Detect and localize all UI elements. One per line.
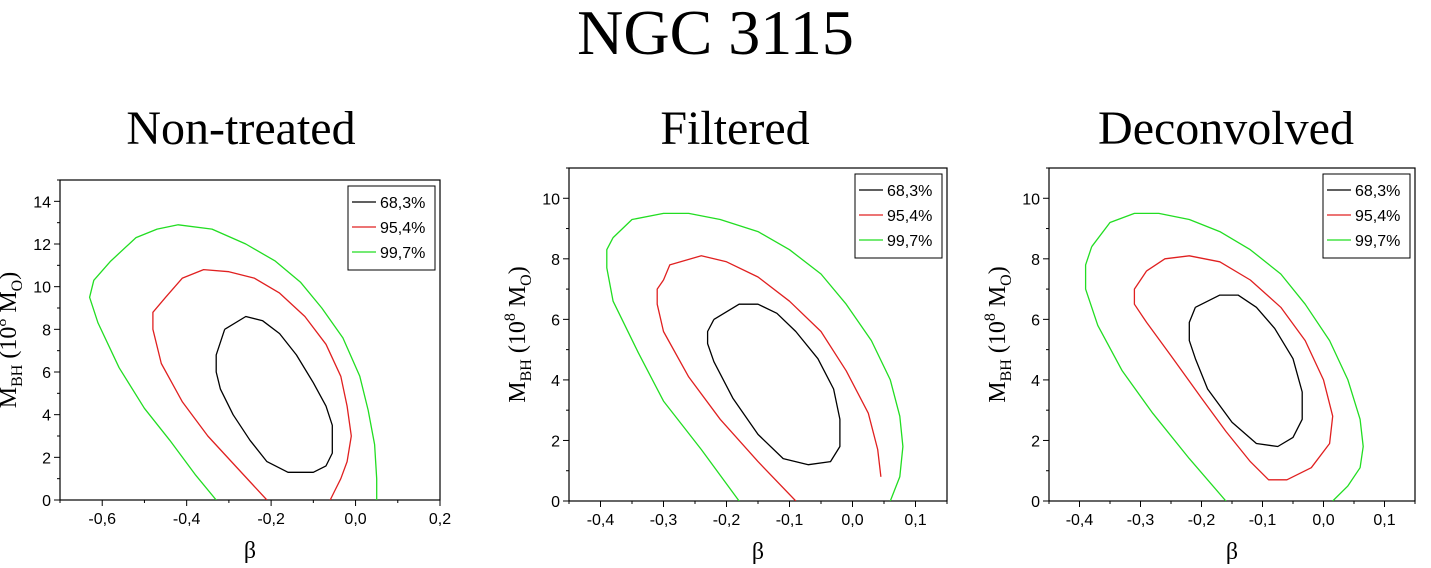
chart-0-ytick-label: 12 — [33, 237, 51, 254]
chart-1-contour-2 — [656, 255, 882, 501]
chart-2-ytick-label: 2 — [1031, 433, 1040, 450]
chart-1-xtick-label: -0,2 — [713, 512, 741, 529]
chart-2-legend-label: 99,7% — [1355, 233, 1400, 250]
chart-0-legend-label: 68,3% — [380, 195, 425, 212]
chart-2-ytick-label: 10 — [1022, 191, 1040, 208]
chart-2-legend — [1322, 173, 1411, 259]
chart-filtered: Filtered -0,4 -0,3 -0,2 -0,1 0,0 0,1 0 2 4 6 8 10 β MB… — [502, 102, 948, 565]
chart-2-ytick-label: 0 — [1031, 494, 1040, 511]
chart-0-contour-2 — [152, 268, 352, 500]
chart-0-legend-label: 99,7% — [380, 245, 425, 262]
chart-1-ytick-label: 4 — [551, 373, 560, 390]
chart-1-contour-3 — [606, 212, 904, 501]
chart-0-legend-label: 95,4% — [380, 220, 425, 237]
chart-1-legend-label: 68,3% — [887, 183, 932, 200]
chart-2-ytick-label: 8 — [1031, 252, 1040, 269]
chart-1-ylabel: MBH (108 MO) — [502, 266, 535, 402]
chart-2-subtitle: Deconvolved — [1098, 102, 1354, 155]
chart-0-ytick-label: 6 — [42, 365, 51, 382]
chart-0-contour-1 — [215, 315, 333, 473]
chart-0-ylabel: MBH (108 MO) — [0, 272, 26, 408]
chart-0-ytick-label: 10 — [33, 280, 51, 297]
chart-2-xtick-label: 0,1 — [1373, 512, 1395, 529]
chart-1-xtick-label: -0,3 — [650, 512, 678, 529]
chart-0-subtitle: Non-treated — [126, 102, 355, 155]
chart-0-ytick-label: 14 — [33, 194, 51, 211]
chart-1-legend-label: 95,4% — [887, 208, 932, 225]
chart-0-legend — [347, 185, 436, 271]
chart-0-ytick-label: 8 — [42, 322, 51, 339]
figure-title: NGC 3115 — [577, 0, 854, 68]
chart-2-legend-label: 68,3% — [1355, 183, 1400, 200]
chart-1-ytick-label: 10 — [542, 191, 560, 208]
chart-2-xtick-label: 0,0 — [1312, 512, 1334, 529]
chart-1-legend — [854, 173, 943, 259]
chart-0-plot-frame — [59, 179, 441, 501]
chart-2-xtick-label: -0,2 — [1188, 512, 1216, 529]
chart-0-ytick-label: 4 — [42, 408, 51, 425]
chart-2-xtick-label: -0,3 — [1127, 512, 1155, 529]
chart-2-xlabel: β — [1226, 539, 1238, 565]
chart-0-ytick-label: 2 — [42, 450, 51, 467]
chart-2-legend-label: 95,4% — [1355, 208, 1400, 225]
chart-1-xlabel: β — [752, 539, 764, 565]
chart-0-xtick-label: 0,0 — [344, 511, 366, 528]
chart-0-xtick-label: -0,6 — [88, 511, 116, 528]
chart-2-contour-1 — [1188, 294, 1303, 448]
chart-0-xlabel: β — [244, 538, 256, 564]
chart-1-ytick-label: 6 — [551, 312, 560, 329]
chart-2-xtick-label: -0,4 — [1066, 512, 1094, 529]
chart-0-xtick-label: -0,4 — [173, 511, 201, 528]
chart-2-ytick-label: 4 — [1031, 373, 1040, 390]
chart-2-ytick-label: 6 — [1031, 312, 1040, 329]
chart-1-legend-label: 99,7% — [887, 233, 932, 250]
chart-2-contour-3 — [1084, 212, 1364, 501]
chart-1-xtick-label: -0,4 — [587, 512, 615, 529]
chart-1-xtick-label: -0,1 — [776, 512, 804, 529]
chart-0-xtick-label: 0,2 — [429, 511, 451, 528]
chart-1-ytick-label: 0 — [551, 494, 560, 511]
chart-0-xtick-label: -0,2 — [257, 511, 285, 528]
chart-deconvolved: Deconvolved -0,4 -0,3 -0,2 -0,1 0,0 0,1 0 2 4 6 8 10… — [982, 102, 1416, 565]
chart-1-ytick-label: 2 — [551, 433, 560, 450]
chart-2-xtick-label: -0,1 — [1249, 512, 1277, 529]
chart-1-contour-1 — [706, 303, 841, 466]
chart-1-xtick-label: 0,1 — [904, 512, 926, 529]
chart-0-contour-3 — [88, 224, 378, 500]
chart-1-subtitle: Filtered — [660, 102, 809, 155]
chart-2-contour-2 — [1133, 255, 1334, 481]
chart-0-ytick-label: 0 — [42, 493, 51, 510]
chart-non-treated: Non-treated -0,6 -0,4 -0,2 0,0 0,2 0 2 4 6 8 10 12 14… — [0, 102, 451, 564]
chart-1-xtick-label: 0,0 — [841, 512, 863, 529]
chart-1-ytick-label: 8 — [551, 252, 560, 269]
chart-2-ylabel: MBH (108 MO) — [982, 266, 1015, 402]
